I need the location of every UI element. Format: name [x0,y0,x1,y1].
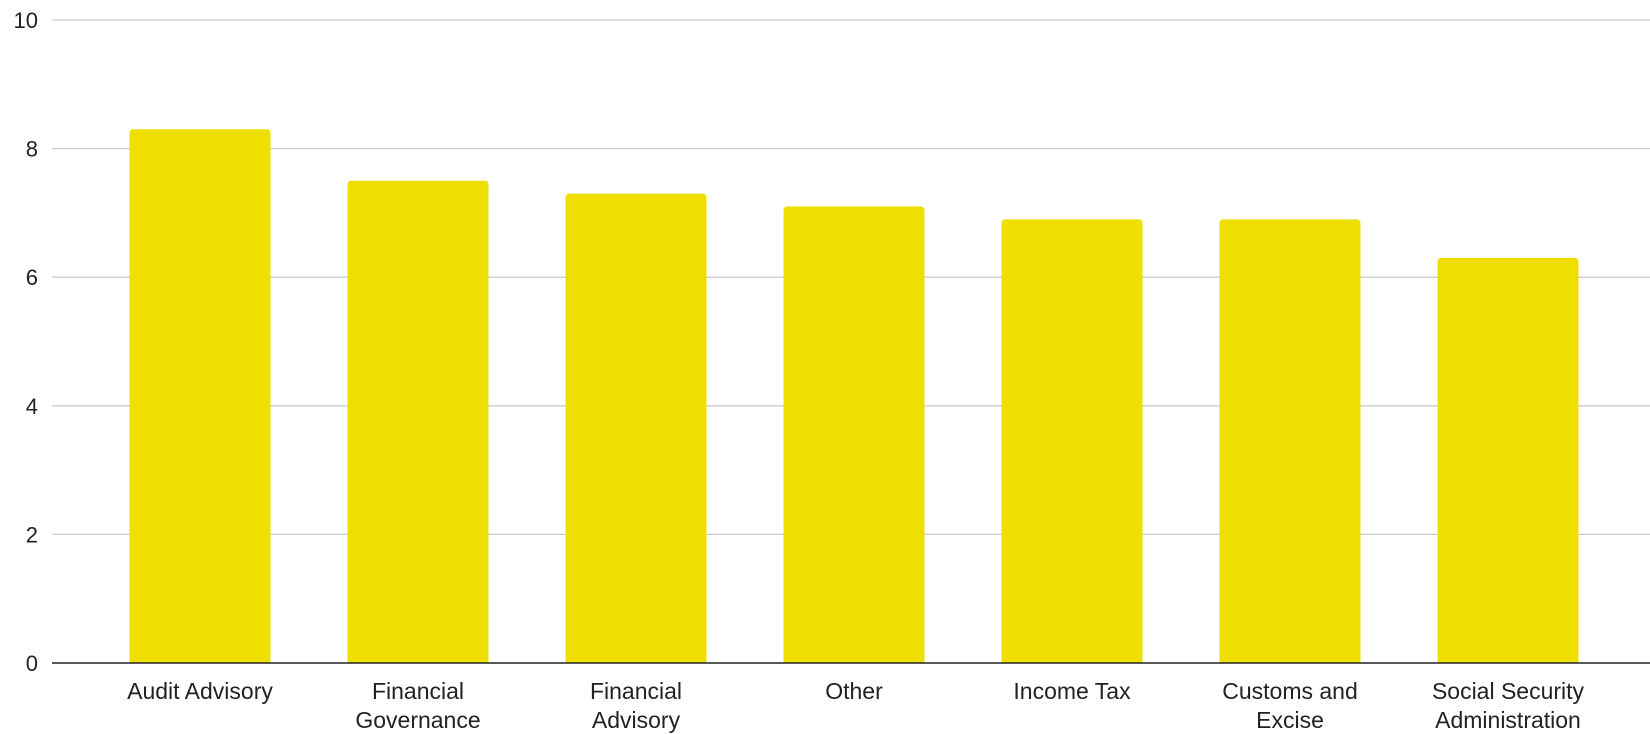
x-tick-label-financial-governance: Financial Governance [355,678,480,733]
bar-other [783,206,925,663]
y-axis-tick-labels: 0 2 4 6 8 10 [14,8,38,676]
y-tick-label-10: 10 [14,8,38,33]
bars [129,129,1579,664]
x-tick-label-audit-advisory: Audit Advisory [127,678,273,704]
bar-audit-advisory [129,129,271,663]
bar-customs-and-excise [1219,219,1361,663]
y-tick-label-8: 8 [26,137,38,162]
bar-social-security-administration [1437,257,1579,663]
y-tick-label-4: 4 [26,394,38,419]
bar-financial-advisory [565,193,707,664]
x-tick-label-income-tax: Income Tax [1013,678,1131,704]
x-tick-label-other: Other [825,678,883,704]
x-tick-label-social-security-administration: Social Security Administration [1432,678,1585,733]
bar-financial-governance [347,180,489,663]
y-tick-label-0: 0 [26,651,38,676]
x-tick-label-financial-advisory: Financial Advisory [590,678,682,733]
y-tick-label-6: 6 [26,265,38,290]
y-tick-label-2: 2 [26,522,38,547]
x-axis-tick-labels: Audit Advisory Financial Governance Financi… [127,678,1584,733]
x-tick-label-customs-and-excise: Customs and Excise [1222,678,1358,733]
bar-income-tax [1001,219,1143,663]
